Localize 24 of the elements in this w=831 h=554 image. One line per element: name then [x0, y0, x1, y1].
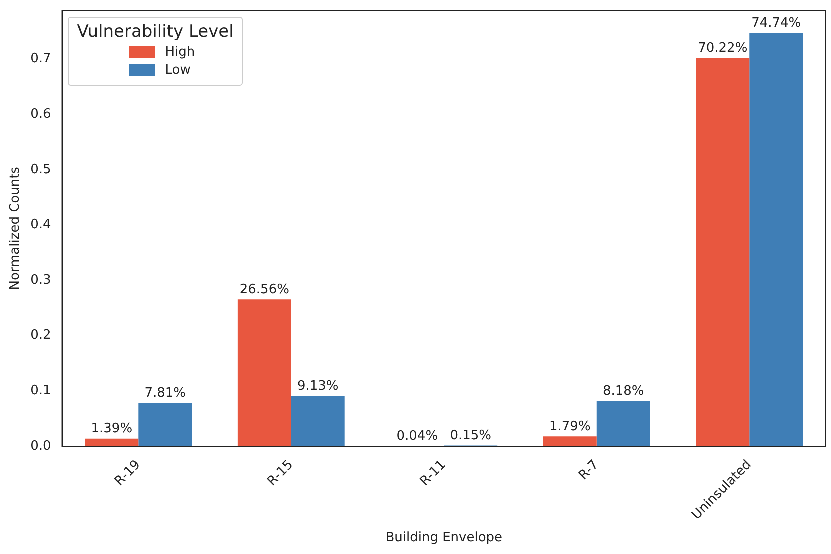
- y-tick-label: 0.0: [30, 438, 52, 454]
- y-tick-label: 0.5: [30, 162, 52, 178]
- data-label: 0.04%: [396, 429, 438, 444]
- data-label: 70.22%: [698, 40, 748, 56]
- data-label: 0.15%: [450, 428, 492, 444]
- legend-label: Low: [165, 62, 191, 78]
- y-tick-label: 0.1: [30, 384, 52, 399]
- data-label: 8.18%: [602, 384, 644, 400]
- legend-label: High: [165, 44, 196, 60]
- y-tick-label: 0.7: [30, 52, 52, 67]
- y-tick-label: 0.2: [30, 328, 52, 344]
- data-label: 9.13%: [297, 378, 339, 394]
- y-tick-label: 0.6: [30, 106, 52, 122]
- legend-title: Vulnerability Level: [77, 22, 234, 42]
- data-label: 74.74%: [752, 16, 802, 31]
- y-tick-label: 0.4: [30, 218, 52, 233]
- data-label: 1.79%: [549, 420, 591, 435]
- data-label: 26.56%: [240, 282, 290, 298]
- y-tick-label: 0.3: [30, 272, 52, 288]
- y-axis-title: Normalized Counts: [8, 166, 24, 290]
- data-label: 1.39%: [91, 422, 133, 437]
- x-tick-label: R-7: [576, 458, 602, 484]
- x-axis-title: Building Envelope: [386, 530, 503, 546]
- data-label: 7.81%: [144, 386, 186, 402]
